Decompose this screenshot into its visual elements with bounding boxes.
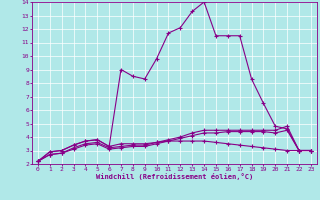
- X-axis label: Windchill (Refroidissement éolien,°C): Windchill (Refroidissement éolien,°C): [96, 173, 253, 180]
